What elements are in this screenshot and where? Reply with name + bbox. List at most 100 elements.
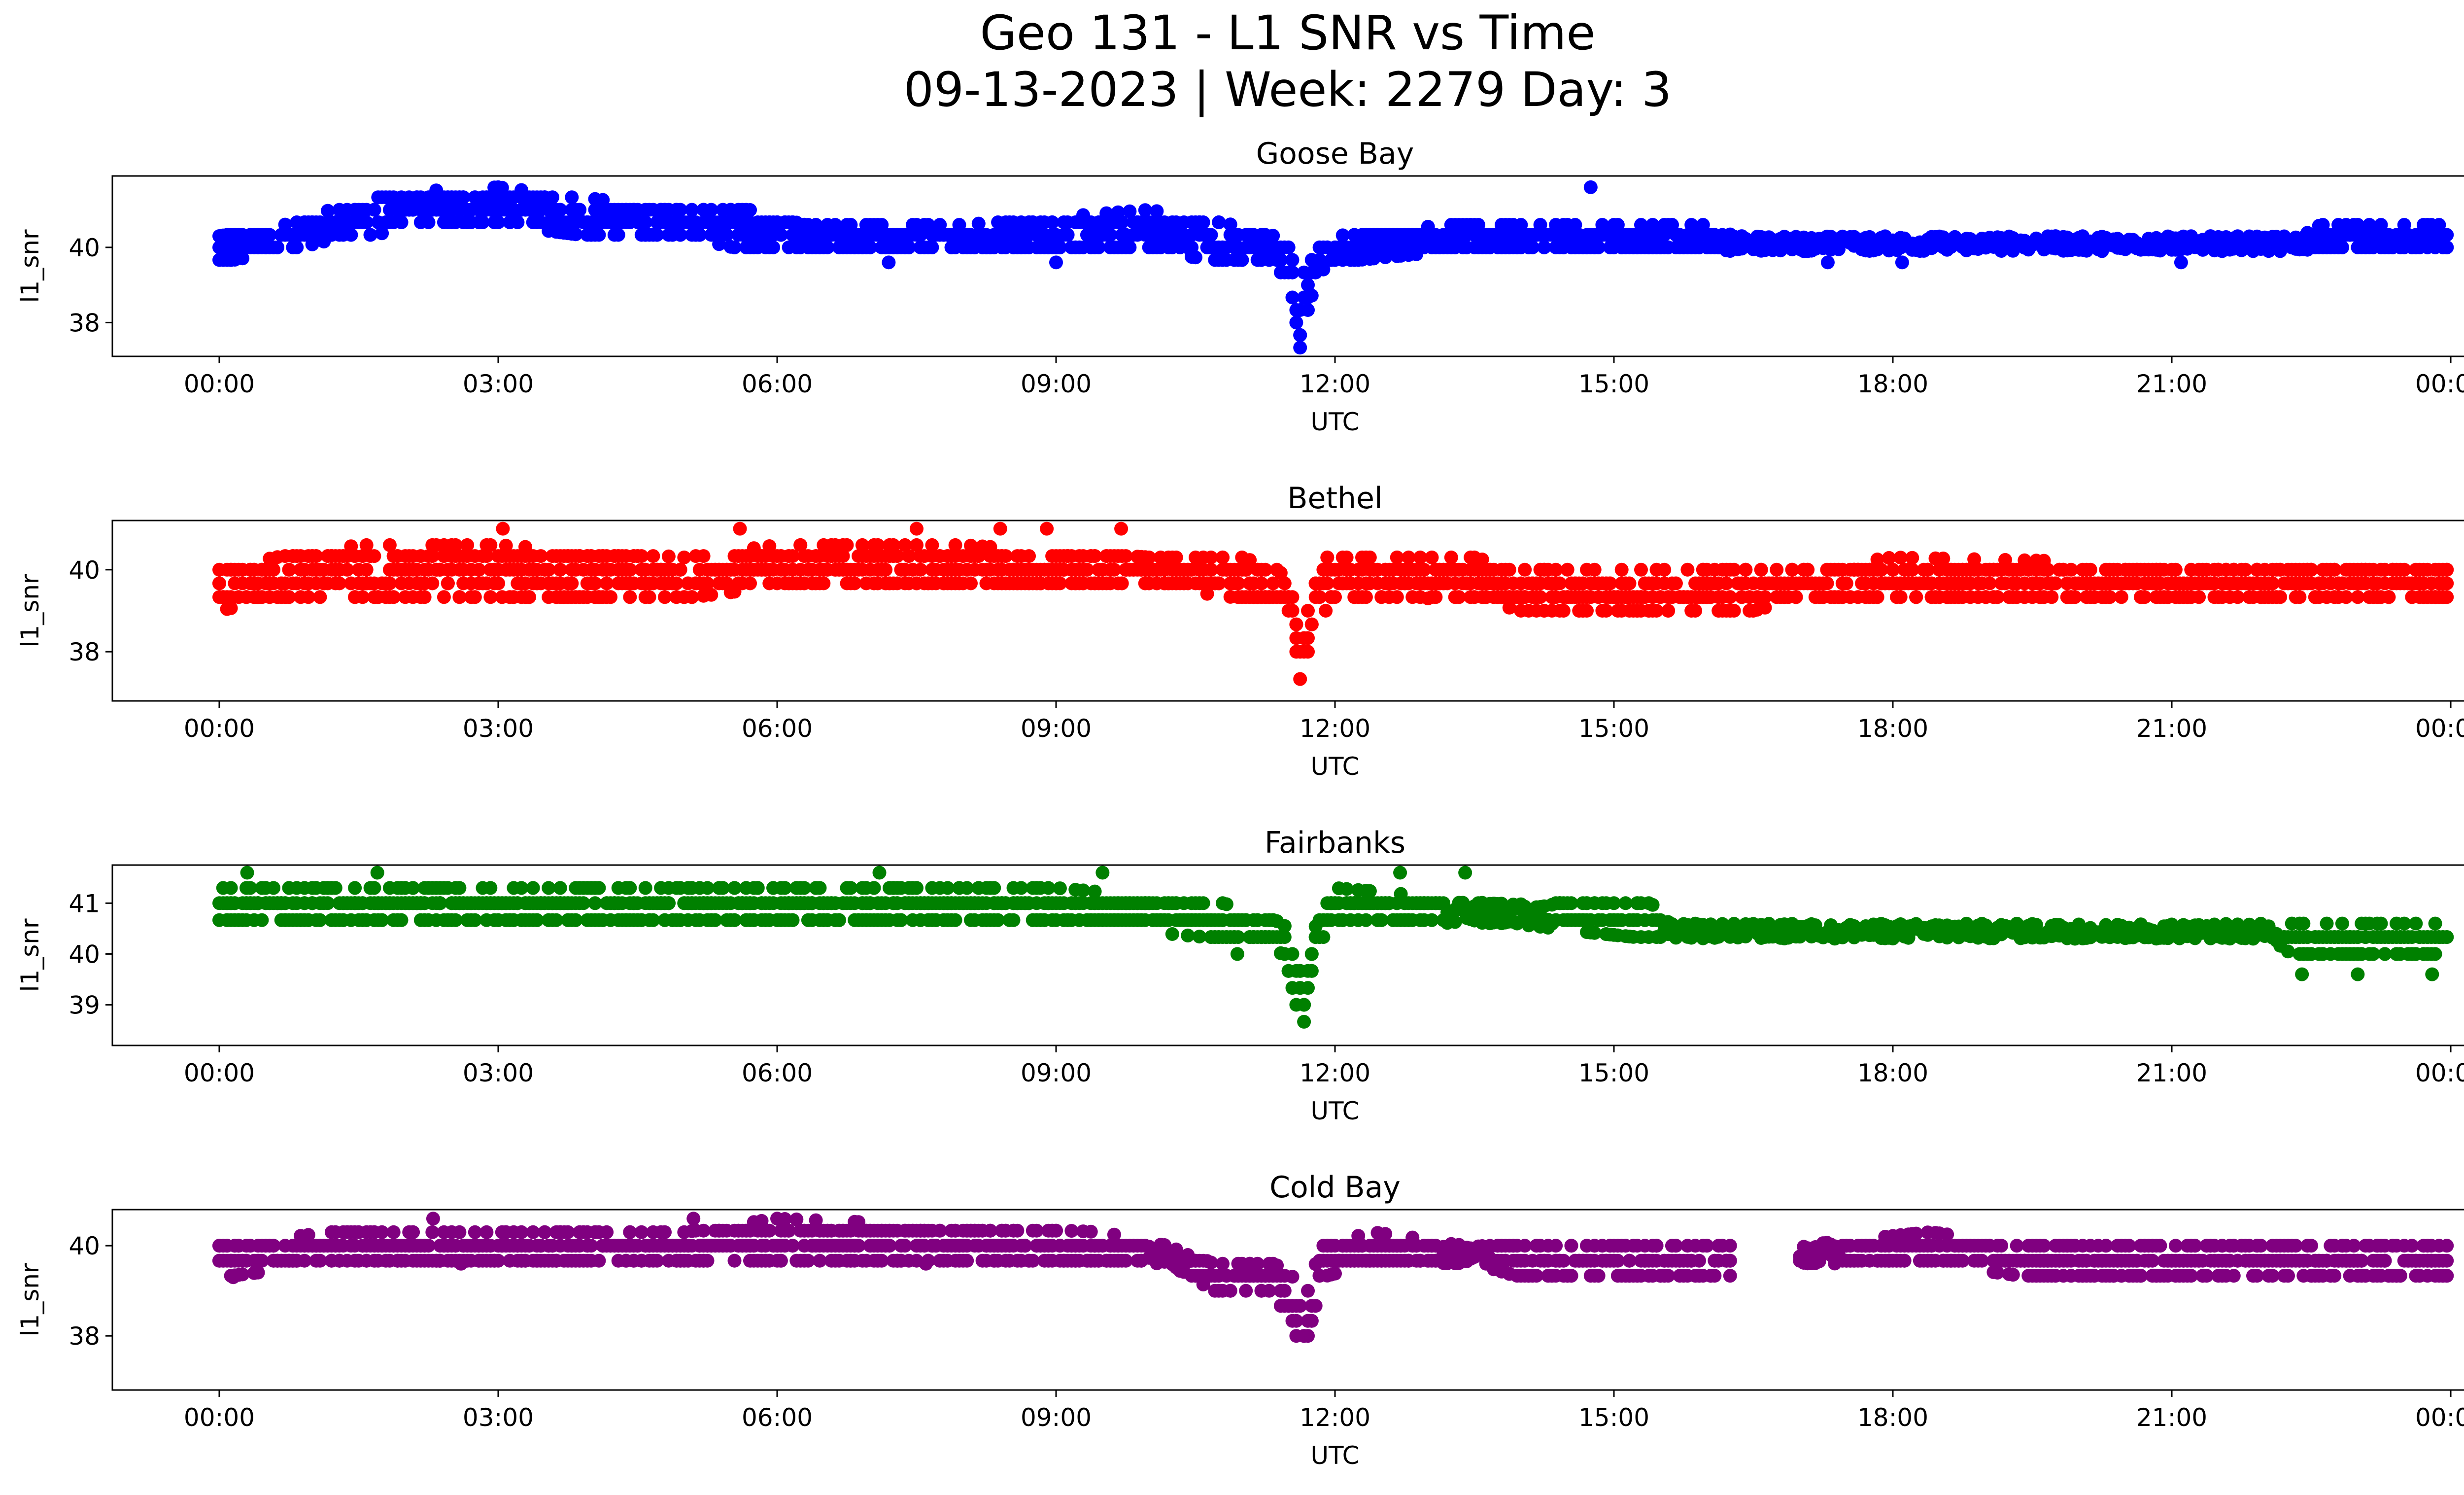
data-point bbox=[766, 240, 781, 254]
data-point bbox=[844, 218, 858, 232]
data-point bbox=[1801, 562, 1815, 577]
data-point bbox=[623, 590, 637, 604]
data-point bbox=[1983, 576, 1997, 591]
data-point bbox=[1293, 672, 1307, 686]
data-point bbox=[2382, 590, 2396, 604]
data-point bbox=[991, 913, 1005, 927]
data-point bbox=[1367, 251, 1381, 266]
data-point bbox=[1254, 576, 1268, 591]
data-point bbox=[1649, 604, 1664, 618]
x-axis-label: UTC bbox=[1310, 752, 1359, 781]
data-point bbox=[848, 576, 862, 591]
data-point bbox=[355, 590, 370, 604]
data-point bbox=[704, 588, 719, 602]
data-point bbox=[786, 549, 800, 563]
data-point bbox=[1452, 590, 1466, 604]
data-point bbox=[1320, 550, 1335, 564]
data-point bbox=[1285, 253, 1300, 267]
data-point bbox=[1293, 328, 1307, 342]
data-point bbox=[1870, 590, 1884, 604]
data-point bbox=[925, 240, 939, 254]
x-tick-label: 03:00 bbox=[463, 714, 534, 743]
data-point bbox=[290, 240, 304, 254]
data-point bbox=[553, 881, 567, 895]
data-point bbox=[1243, 553, 1257, 567]
data-point bbox=[313, 590, 327, 604]
data-point bbox=[514, 881, 529, 895]
data-point bbox=[1119, 549, 1133, 563]
data-point bbox=[491, 576, 505, 591]
data-point bbox=[998, 549, 1013, 563]
data-point bbox=[375, 226, 389, 241]
data-point bbox=[1169, 550, 1183, 564]
x-tick-label: 18:00 bbox=[1857, 370, 1928, 398]
data-point bbox=[526, 881, 540, 895]
data-point bbox=[948, 913, 962, 927]
data-point bbox=[1285, 290, 1300, 305]
data-point bbox=[692, 228, 707, 242]
x-tick-label: 12:00 bbox=[1300, 714, 1370, 743]
data-point-outlier bbox=[1040, 522, 1054, 536]
data-point bbox=[1204, 562, 1218, 577]
data-point bbox=[948, 538, 962, 552]
data-point bbox=[2304, 562, 2318, 577]
x-tick-label: 06:00 bbox=[742, 714, 813, 743]
data-point bbox=[646, 549, 660, 563]
data-point bbox=[1688, 604, 1703, 618]
data-point-outlier bbox=[993, 522, 1007, 536]
data-point bbox=[793, 538, 808, 552]
data-point bbox=[1882, 551, 1896, 565]
data-point bbox=[1285, 590, 1300, 604]
data-point bbox=[1553, 576, 1567, 591]
data-point bbox=[1785, 562, 1799, 577]
data-point bbox=[2114, 590, 2128, 604]
data-point bbox=[1041, 881, 1056, 895]
data-point bbox=[417, 590, 432, 604]
data-point-outlier bbox=[733, 522, 747, 536]
data-point bbox=[425, 576, 440, 591]
data-point bbox=[1727, 562, 1741, 577]
data-point bbox=[1312, 590, 1327, 604]
x-tick-label: 00:00 bbox=[2415, 714, 2464, 743]
data-point bbox=[456, 190, 471, 205]
data-series bbox=[212, 866, 2454, 1029]
data-point bbox=[1301, 645, 1315, 659]
data-point bbox=[1417, 562, 1431, 577]
data-point bbox=[270, 240, 284, 254]
data-point bbox=[1719, 576, 1733, 591]
data-point bbox=[743, 576, 757, 591]
data-point bbox=[394, 215, 409, 229]
data-point bbox=[894, 913, 908, 927]
data-point bbox=[553, 203, 567, 217]
data-point bbox=[1549, 562, 1563, 577]
y-axis-label: l1_snr bbox=[16, 229, 44, 303]
data-point bbox=[1587, 562, 1602, 577]
data-point bbox=[1413, 550, 1427, 564]
data-point bbox=[433, 896, 447, 910]
data-point bbox=[886, 538, 900, 552]
data-point bbox=[332, 576, 346, 591]
data-point bbox=[2064, 562, 2078, 577]
data-point bbox=[940, 881, 955, 895]
data-point bbox=[1328, 590, 1342, 604]
data-point bbox=[1053, 576, 1067, 591]
data-point bbox=[1285, 947, 1300, 961]
data-point bbox=[534, 549, 548, 563]
data-point bbox=[1200, 587, 1214, 601]
data-point bbox=[425, 549, 440, 563]
data-point bbox=[359, 215, 374, 229]
data-point bbox=[282, 590, 296, 604]
data-point bbox=[2045, 590, 2059, 604]
data-point bbox=[1301, 278, 1315, 292]
x-axis-label: UTC bbox=[1310, 408, 1359, 436]
y-tick-label: 40 bbox=[68, 556, 100, 585]
data-point bbox=[2230, 590, 2245, 604]
data-point bbox=[1591, 240, 1606, 254]
data-point bbox=[832, 913, 846, 927]
data-point bbox=[1076, 883, 1090, 898]
data-point bbox=[359, 538, 374, 552]
data-point bbox=[774, 228, 788, 242]
data-point bbox=[1301, 981, 1315, 995]
data-point bbox=[1614, 562, 1629, 577]
